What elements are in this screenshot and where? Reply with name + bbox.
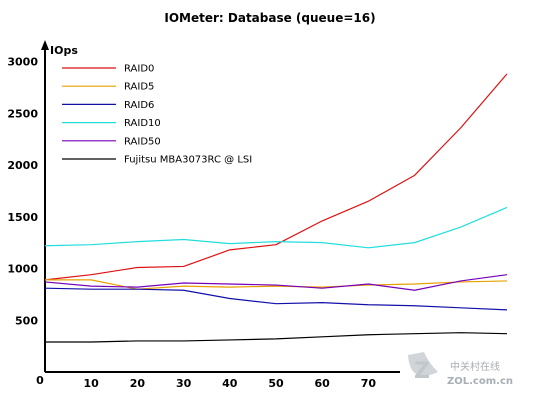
legend-item: RAID5 bbox=[62, 82, 154, 93]
y-tick-labels: 500 1000 1500 2000 2500 3000 bbox=[7, 56, 38, 328]
legend-item: Fujitsu MBA3073RC @ LSI bbox=[62, 155, 252, 166]
legend-label: RAID0 bbox=[124, 64, 154, 75]
legend-label: RAID5 bbox=[124, 82, 154, 93]
watermark: Z 中关村在线 ZOL.com.cn bbox=[408, 352, 513, 387]
y-tick-label: 2500 bbox=[7, 107, 38, 120]
x-tick-label: 30 bbox=[176, 377, 192, 390]
y-tick-label: 1000 bbox=[7, 263, 38, 276]
x-tick-labels: 10 20 30 40 50 60 70 bbox=[84, 377, 377, 390]
series-line-raid0 bbox=[44, 73, 508, 281]
legend-item: RAID6 bbox=[62, 100, 154, 111]
legend-item: RAID10 bbox=[62, 118, 161, 129]
legend-item: RAID0 bbox=[62, 64, 154, 75]
x-tick-label: 60 bbox=[315, 377, 331, 390]
series-line-raid5 bbox=[45, 279, 508, 290]
x-tick-label: 40 bbox=[222, 377, 238, 390]
y-axis-arrow-icon bbox=[41, 40, 49, 50]
zol-logo-glyph: Z bbox=[414, 359, 430, 384]
x-tick-label: 10 bbox=[84, 377, 100, 390]
watermark-site-text: ZOL.com.cn bbox=[447, 376, 513, 387]
zol-logo-icon: Z bbox=[408, 352, 438, 384]
y-axis-label: IOps bbox=[50, 44, 78, 57]
legend: RAID0 RAID5 RAID6 RAID10 RAID50 Fujitsu MBA30… bbox=[62, 64, 252, 166]
y-tick-label: 2000 bbox=[7, 159, 38, 172]
legend-label: RAID10 bbox=[124, 118, 161, 129]
x-tick-label: 70 bbox=[361, 377, 377, 390]
legend-item: RAID50 bbox=[62, 136, 161, 147]
x-tick-label: 20 bbox=[130, 377, 146, 390]
y-tick-label: 500 bbox=[15, 314, 38, 327]
x-tick-label: 50 bbox=[268, 377, 284, 390]
axes: IOps 0 bbox=[36, 40, 400, 387]
series-line-raid10 bbox=[44, 206, 508, 249]
y-tick-label: 1500 bbox=[7, 211, 38, 224]
watermark-cn-text: 中关村在线 bbox=[450, 360, 500, 373]
legend-label: RAID6 bbox=[124, 100, 154, 111]
series-lines bbox=[44, 73, 508, 343]
chart-title: IOMeter: Database (queue=16) bbox=[164, 11, 375, 25]
series-line-fujitsu-mba3073rc-lsi bbox=[45, 332, 508, 343]
series-line-raid6 bbox=[44, 287, 508, 311]
legend-label: RAID50 bbox=[124, 136, 161, 147]
y-tick-label: 3000 bbox=[7, 56, 38, 69]
legend-label: Fujitsu MBA3073RC @ LSI bbox=[124, 155, 252, 166]
series-line-raid50 bbox=[44, 274, 508, 291]
origin-label: 0 bbox=[36, 374, 44, 387]
